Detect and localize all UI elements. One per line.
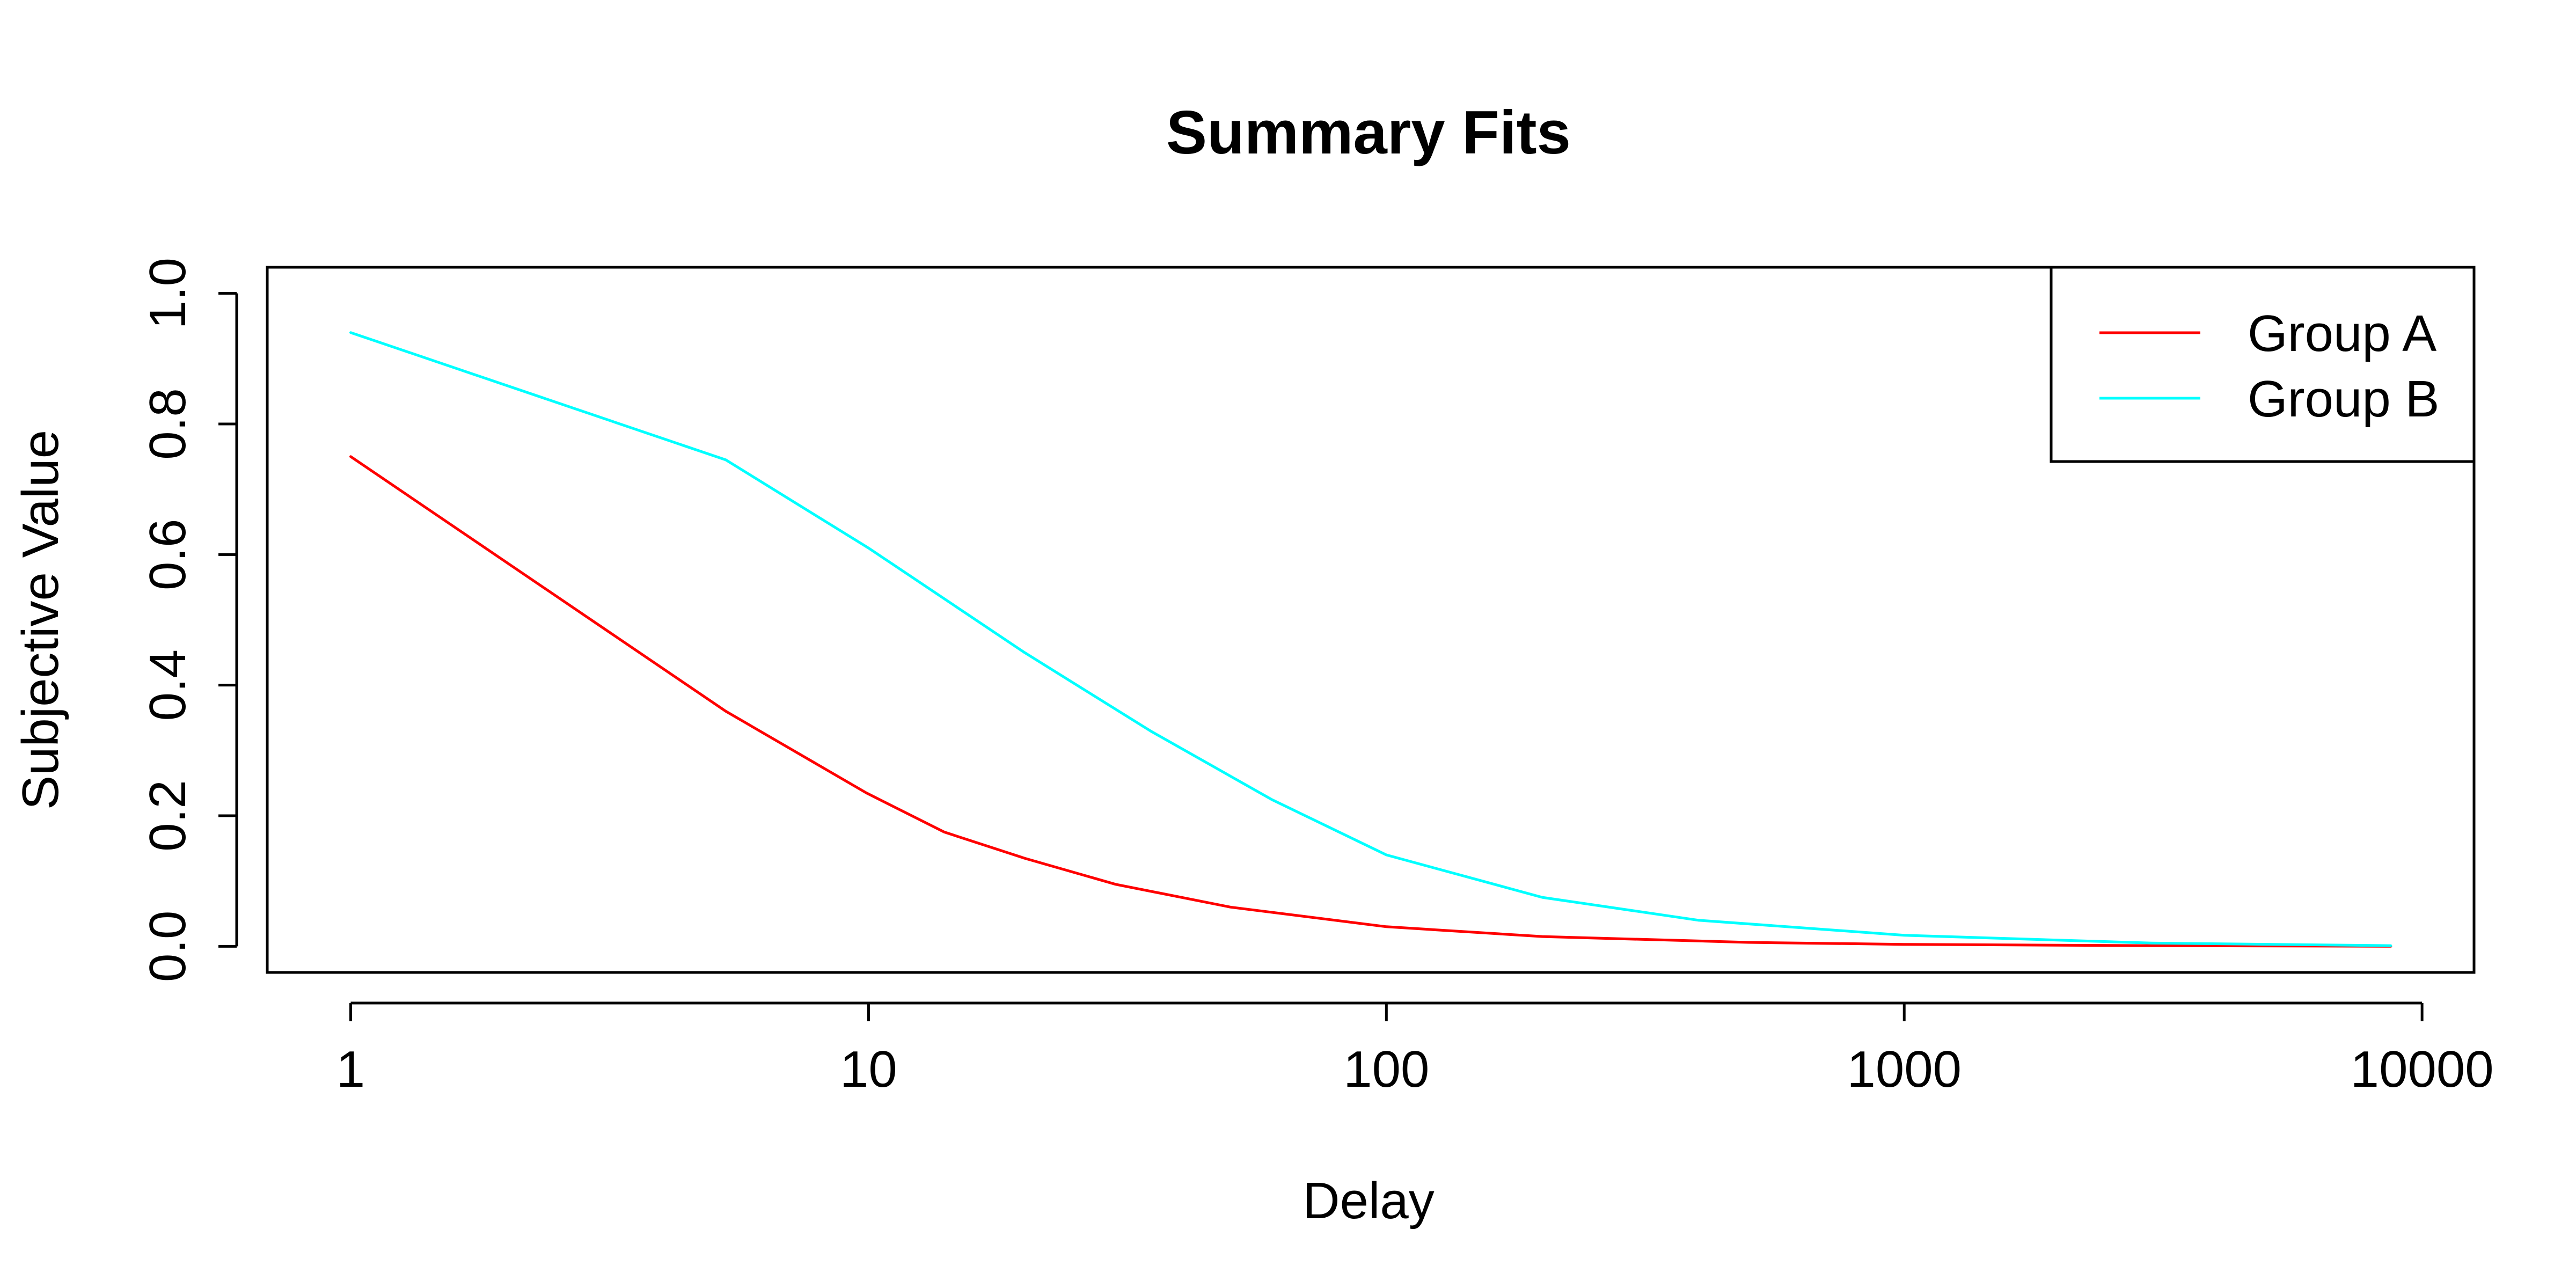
y-tick-label: 0.4 [139, 649, 196, 721]
y-tick-label: 0.2 [139, 780, 196, 851]
y-tick-label: 1.0 [139, 258, 196, 329]
y-axis: 0.0 0.2 0.4 0.6 0.8 1.0 [139, 258, 238, 982]
series-line-group-b [349, 331, 2392, 947]
chart-title: Summary Fits [1166, 99, 1571, 167]
series-layer [349, 331, 2392, 948]
x-tick-label: 100 [1343, 1041, 1429, 1098]
x-tick-label: 1 [336, 1041, 365, 1098]
plot-frame [266, 266, 2476, 974]
legend-box [2050, 266, 2476, 463]
x-axis: 1 10 100 1000 10000 [336, 1001, 2494, 1098]
x-tick-label: 10000 [2351, 1041, 2494, 1098]
legend-label: Group B [2248, 370, 2440, 428]
y-tick-label: 0.0 [139, 911, 196, 982]
x-tick-label: 10 [840, 1041, 897, 1098]
legend: Group A Group B [2050, 266, 2476, 463]
series-line-group-a [349, 455, 2392, 948]
legend-label: Group A [2248, 305, 2436, 362]
x-axis-label: Delay [1302, 1172, 1434, 1230]
y-axis-label: Subjective Value [12, 430, 69, 810]
y-tick-label: 0.8 [139, 388, 196, 459]
y-tick-label: 0.6 [139, 519, 196, 590]
x-tick-label: 1000 [1847, 1041, 1962, 1098]
